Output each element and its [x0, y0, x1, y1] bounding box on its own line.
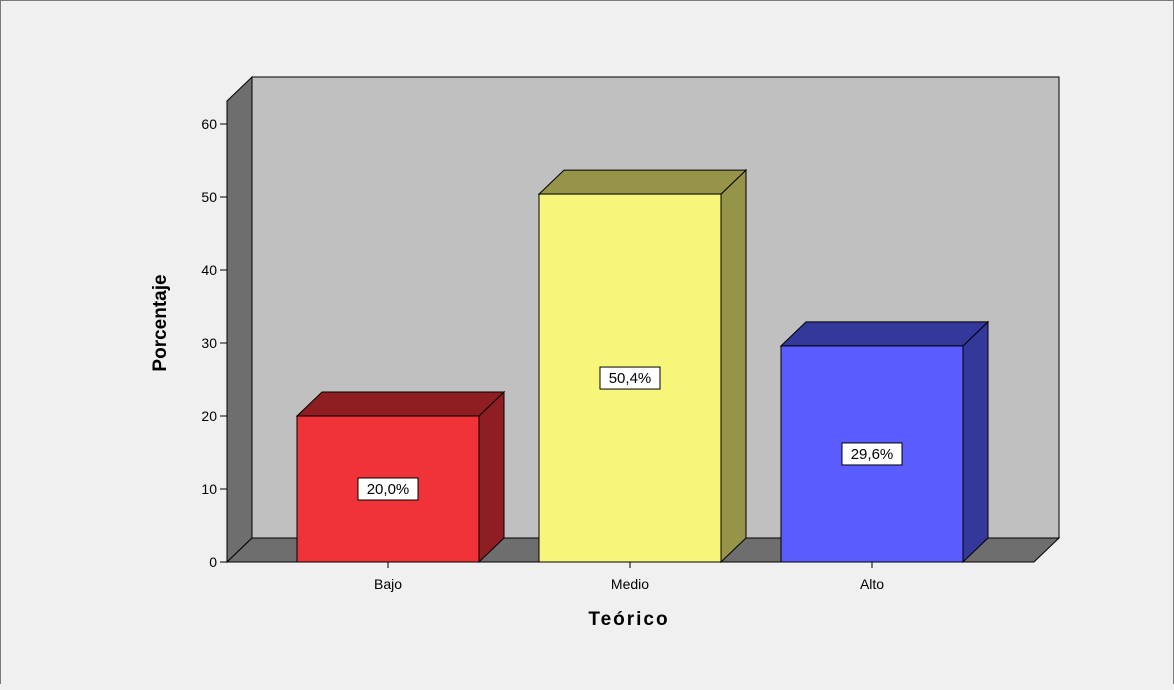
y-tick-label: 60	[201, 116, 217, 132]
bar-alto: 29,6%	[779, 320, 990, 564]
bar-top-face	[295, 391, 506, 417]
bars: 20,0% 50,4% 29,6%	[295, 168, 990, 564]
x-tick-label: Bajo	[374, 576, 402, 592]
y-axis-title: Porcentaje	[150, 274, 171, 371]
y-tick-label: 40	[201, 262, 217, 278]
y-tick-label: 10	[201, 481, 217, 497]
data-label: 50,4%	[609, 370, 652, 387]
x-axis-title: Teórico	[588, 609, 669, 630]
data-label: 29,6%	[851, 446, 894, 463]
bar-medio: 50,4%	[537, 168, 748, 564]
bar-side-face	[478, 390, 505, 564]
data-label-box	[841, 442, 903, 466]
x-tick-label: Medio	[611, 576, 649, 592]
bar-side-face	[962, 320, 989, 564]
data-label-box	[599, 366, 661, 390]
y-tick-label: 50	[201, 189, 217, 205]
y-axis: 0 10 20 30 40 50 60	[201, 116, 228, 570]
data-label: 20,0%	[367, 481, 410, 498]
side-wall	[226, 75, 253, 564]
y-tick-label: 20	[201, 408, 217, 424]
x-tick-label: Alto	[860, 576, 884, 592]
data-label-box	[357, 477, 419, 501]
y-tick-label: 30	[201, 335, 217, 351]
x-axis: Bajo Medio Alto	[227, 561, 1034, 592]
bar-top-face	[779, 321, 990, 347]
y-tick-label: 0	[209, 554, 217, 570]
bar-bajo: 20,0%	[295, 390, 506, 564]
bar-side-face	[720, 168, 747, 564]
bar-top-face	[537, 169, 748, 195]
